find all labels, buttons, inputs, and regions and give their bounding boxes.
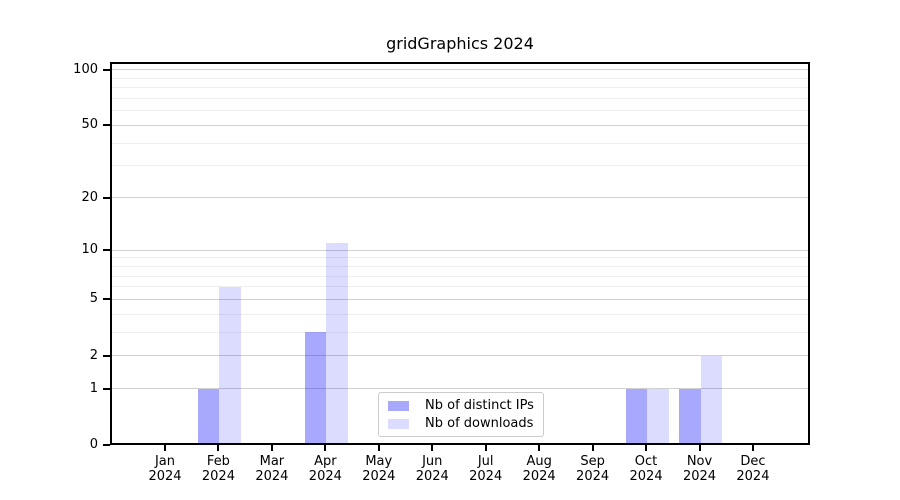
y-axis-tick-label: 2 [89, 347, 98, 363]
gridline-major [110, 388, 810, 390]
gridline-minor [110, 257, 810, 259]
gridline-minor [110, 313, 810, 315]
x-tick-mark [698, 445, 701, 451]
gridline-minor [110, 110, 810, 112]
x-axis-tick-label: Feb 2024 [201, 454, 235, 484]
x-axis-tick-label: Sep 2024 [576, 454, 610, 484]
x-tick-mark [217, 445, 220, 451]
gridline-minor [110, 275, 810, 277]
x-tick-mark [164, 445, 166, 451]
gridline-minor [110, 165, 810, 167]
y-tick-mark [103, 196, 110, 199]
gridline-minor [110, 331, 810, 333]
gridline-minor [110, 77, 810, 79]
x-axis-tick-label: Nov 2024 [682, 454, 717, 484]
y-axis-tick-label: 50 [81, 117, 98, 133]
gridline-major [110, 124, 810, 126]
gridline-major [110, 298, 810, 300]
bar-downloads [219, 286, 241, 445]
bar-distinct-ips [197, 388, 220, 445]
x-tick-mark [377, 445, 380, 451]
bar-downloads [326, 243, 348, 445]
y-axis-tick-label: 5 [89, 291, 98, 307]
y-tick-mark [103, 444, 110, 446]
legend-item: Nb of downloads [388, 416, 534, 431]
bar-downloads [647, 388, 669, 445]
chart-title: gridGraphics 2024 [386, 34, 534, 53]
x-tick-mark [484, 445, 487, 451]
legend-item: Nb of distinct IPs [388, 398, 534, 413]
x-tick-mark [270, 445, 273, 451]
x-axis-tick-label: Jul 2024 [469, 454, 503, 484]
gridline-major [110, 249, 810, 251]
x-tick-mark [431, 445, 434, 451]
y-axis-tick-label: 0 [89, 437, 98, 452]
x-axis-tick-label: Mar 2024 [255, 454, 289, 484]
legend-swatch-distinct-ips [388, 400, 409, 411]
x-tick-mark [645, 445, 648, 451]
x-axis-tick-label: Dec 2024 [736, 454, 770, 484]
bar-distinct-ips [304, 332, 327, 445]
x-tick-mark [591, 445, 594, 451]
x-axis-tick-label: Jun 2024 [415, 454, 449, 484]
legend: Nb of distinct IPs Nb of downloads [378, 392, 544, 437]
gridline-minor [110, 142, 810, 144]
y-tick-mark [103, 298, 110, 301]
x-axis-tick-label: Oct 2024 [629, 454, 663, 484]
y-axis-tick-label: 1 [89, 380, 98, 396]
gridline-minor [110, 87, 810, 89]
gridline-minor [110, 265, 810, 267]
plot-area: 100 50 20 10 5 2 1 0 Jan 2024 Feb 2024 Mar 2024 Apr 202… [73, 62, 810, 484]
x-axis-tick-label: May 2024 [362, 454, 396, 484]
y-tick-mark [103, 249, 110, 252]
gridline-minor [110, 286, 810, 288]
legend-swatch-downloads [388, 418, 409, 429]
y-axis-tick-label: 20 [81, 189, 98, 205]
legend-label: Nb of distinct IPs [425, 398, 534, 413]
gridline-major [110, 197, 810, 199]
x-axis-tick-label: Jan 2024 [148, 454, 182, 484]
x-tick-mark [324, 445, 327, 451]
bar-downloads [700, 355, 722, 445]
gridline-major [110, 355, 810, 357]
gridline-minor [110, 98, 810, 100]
x-tick-mark [751, 445, 754, 451]
y-axis-tick-label: 10 [81, 242, 98, 258]
x-axis-tick-label: Apr 2024 [308, 454, 342, 484]
y-tick-mark [103, 124, 110, 127]
y-tick-mark [103, 387, 110, 390]
x-tick-mark [538, 445, 541, 451]
legend-label: Nb of downloads [425, 416, 534, 431]
gridline-major [110, 69, 810, 71]
y-tick-mark [103, 68, 110, 71]
bar-distinct-ips [679, 388, 701, 445]
x-axis-tick-label: Aug 2024 [522, 454, 556, 484]
y-axis-tick-label: 100 [73, 61, 98, 77]
bar-distinct-ips [625, 388, 648, 445]
y-tick-mark [103, 354, 110, 357]
